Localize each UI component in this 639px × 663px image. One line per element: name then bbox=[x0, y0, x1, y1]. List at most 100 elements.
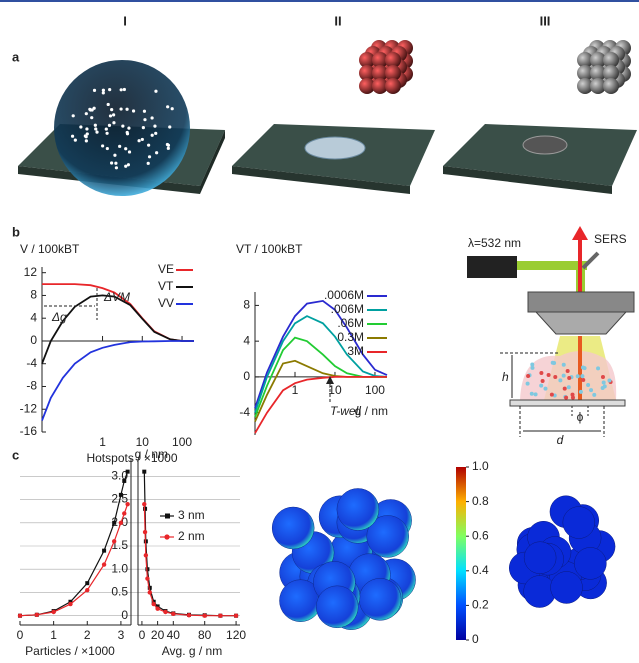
particle bbox=[112, 121, 115, 124]
particle bbox=[143, 118, 146, 121]
marker bbox=[126, 470, 130, 474]
sample-particle bbox=[567, 376, 571, 380]
marker bbox=[187, 613, 191, 617]
marker bbox=[85, 588, 89, 592]
marker bbox=[112, 539, 116, 543]
y-axis-label: VT / 100kBT bbox=[236, 242, 303, 256]
diameter-label: d bbox=[557, 433, 564, 447]
marker bbox=[155, 607, 159, 611]
particle bbox=[120, 88, 123, 91]
sphere bbox=[359, 578, 401, 620]
sample-particle bbox=[576, 374, 580, 378]
particle bbox=[93, 89, 96, 92]
particle bbox=[167, 144, 170, 147]
y-tick-label: 8 bbox=[30, 288, 37, 302]
annotation: Δg bbox=[51, 310, 67, 324]
particle bbox=[166, 105, 169, 108]
sample-particle bbox=[579, 390, 583, 394]
marker bbox=[143, 530, 147, 534]
particle bbox=[168, 125, 171, 128]
particle bbox=[153, 125, 156, 128]
particle bbox=[118, 145, 121, 148]
legend-label: VT bbox=[158, 279, 174, 293]
particle bbox=[114, 162, 117, 165]
annotation: T-well bbox=[330, 404, 361, 418]
particle bbox=[90, 116, 93, 119]
sample-particle bbox=[562, 374, 566, 378]
particle bbox=[95, 131, 98, 134]
sample-particle bbox=[541, 379, 545, 383]
y-tick-label: -8 bbox=[26, 379, 37, 393]
particle bbox=[123, 88, 126, 91]
sample-particle bbox=[563, 387, 567, 391]
sample-particle bbox=[580, 374, 584, 378]
marker bbox=[119, 521, 123, 525]
sample-particle bbox=[566, 369, 570, 373]
curve bbox=[42, 341, 194, 421]
sample-particle bbox=[581, 378, 585, 382]
marker bbox=[171, 612, 175, 616]
particle bbox=[72, 114, 75, 117]
column-label: III bbox=[540, 13, 551, 28]
y-tick-label: 4 bbox=[243, 333, 250, 347]
panel-label: a bbox=[12, 49, 20, 64]
x-axis-label: Avg. g / nm bbox=[162, 644, 222, 658]
particle bbox=[113, 154, 116, 157]
legend-marker bbox=[164, 534, 169, 539]
y-tick-label: 0.5 bbox=[111, 585, 128, 599]
field-map-2nm bbox=[272, 488, 415, 629]
y-tick-label: 12 bbox=[24, 265, 38, 279]
sample-particle bbox=[553, 375, 557, 379]
particle bbox=[125, 108, 128, 111]
sample-particle bbox=[586, 383, 590, 387]
x-tick-label: 3 bbox=[118, 628, 125, 642]
sample-particle bbox=[607, 379, 611, 383]
legend-label: .006M bbox=[331, 302, 364, 316]
particle bbox=[155, 151, 158, 154]
marker bbox=[18, 614, 22, 618]
particle bbox=[105, 132, 108, 135]
x-tick-label: 0 bbox=[17, 628, 24, 642]
sample-particle bbox=[534, 392, 538, 396]
marker bbox=[202, 614, 206, 618]
sample-particle bbox=[543, 387, 547, 391]
marker bbox=[163, 610, 167, 614]
y-tick-label: -16 bbox=[20, 424, 38, 438]
marker bbox=[102, 562, 106, 566]
particle bbox=[151, 134, 154, 137]
sphere bbox=[524, 542, 556, 574]
sample-particle bbox=[601, 375, 605, 379]
marker bbox=[112, 521, 116, 525]
legend-label: 3 nm bbox=[178, 508, 205, 522]
sample-particle bbox=[571, 396, 575, 400]
y-axis-label: V / 100kBT bbox=[20, 242, 80, 256]
panel-label: b bbox=[12, 224, 20, 239]
x-tick-label: 1 bbox=[99, 435, 106, 449]
x-axis-label: Particles / ×1000 bbox=[25, 644, 115, 658]
column-label: II bbox=[334, 13, 341, 28]
x-tick-label: 2 bbox=[84, 628, 91, 642]
height-label: h bbox=[502, 370, 509, 384]
colorbar-label: 0.8 bbox=[472, 494, 489, 508]
particle bbox=[154, 132, 157, 135]
particle bbox=[79, 125, 82, 128]
particle bbox=[167, 147, 170, 150]
sample-particle bbox=[530, 366, 534, 370]
marker bbox=[234, 614, 238, 618]
chart-title: Hotspots / ×1000 bbox=[86, 451, 177, 465]
particle-cubes bbox=[359, 40, 631, 94]
sample-particle bbox=[539, 371, 543, 375]
particle bbox=[85, 135, 88, 138]
particle bbox=[147, 162, 150, 165]
colorbar-label: 0.4 bbox=[472, 563, 489, 577]
particle bbox=[108, 88, 111, 91]
marker bbox=[125, 502, 129, 506]
sample-particle bbox=[526, 382, 530, 386]
colorbar-label: 1.0 bbox=[472, 459, 489, 473]
particle bbox=[132, 109, 135, 112]
sample-particle bbox=[526, 374, 530, 378]
panel-label: c bbox=[12, 447, 19, 462]
particle bbox=[115, 166, 118, 169]
sample-particle bbox=[601, 386, 605, 390]
marker bbox=[148, 590, 152, 594]
